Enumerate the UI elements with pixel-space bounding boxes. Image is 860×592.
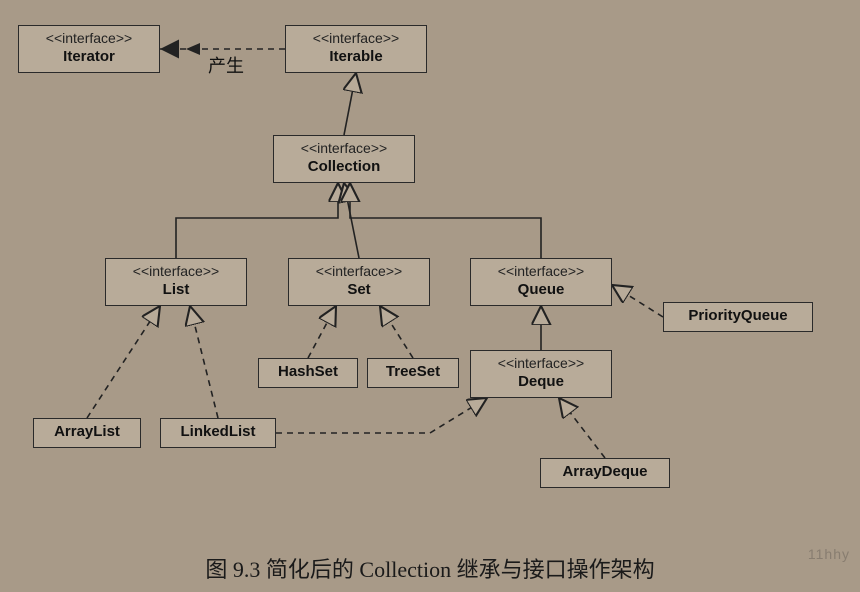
stereotype: <<interface>> — [299, 263, 419, 281]
edge-LinkedList-List — [190, 306, 218, 418]
node-label: Deque — [481, 373, 601, 392]
node-label: Iterator — [29, 48, 149, 67]
node-label: Set — [299, 281, 419, 300]
node-label: ArrayList — [44, 423, 130, 442]
node-label: Iterable — [296, 48, 416, 67]
edge-List-Collection — [176, 183, 338, 258]
edge-PriorityQueue-Queue — [612, 285, 663, 317]
edge-Set-Collection — [344, 183, 359, 258]
figure-caption: 图 9.3 简化后的 Collection 继承与接口操作架构 — [0, 552, 860, 584]
stereotype: <<interface>> — [29, 30, 149, 48]
watermark: 11hhy — [808, 546, 850, 562]
node-arraylist: ArrayList — [33, 418, 141, 448]
node-arraydeque: ArrayDeque — [540, 458, 670, 488]
edge-Queue-Collection — [350, 183, 541, 258]
node-treeset: TreeSet — [367, 358, 459, 388]
node-list: <<interface>>List — [105, 258, 247, 306]
node-deque: <<interface>>Deque — [470, 350, 612, 398]
node-label: LinkedList — [171, 423, 265, 442]
direction-indicator — [186, 43, 200, 55]
node-label: PriorityQueue — [674, 307, 802, 326]
edge-LinkedList-Deque — [276, 398, 487, 433]
edge-Collection-Iterable — [344, 73, 356, 135]
node-iterable: <<interface>>Iterable — [285, 25, 427, 73]
node-label: Queue — [481, 281, 601, 300]
stereotype: <<interface>> — [116, 263, 236, 281]
edge-TreeSet-Set — [380, 306, 413, 358]
stereotype: <<interface>> — [296, 30, 416, 48]
collection-uml-diagram: 产生 图 9.3 简化后的 Collection 继承与接口操作架构 11hhy… — [0, 0, 860, 592]
node-label: HashSet — [269, 363, 347, 382]
node-queue: <<interface>>Queue — [470, 258, 612, 306]
node-label: TreeSet — [378, 363, 448, 382]
edge-ArrayDeque-Deque — [559, 398, 605, 458]
node-collection: <<interface>>Collection — [273, 135, 415, 183]
node-set: <<interface>>Set — [288, 258, 430, 306]
edge-ArrayList-List — [87, 306, 160, 418]
edge-label-produce: 产生 — [208, 52, 244, 78]
node-iterator: <<interface>>Iterator — [18, 25, 160, 73]
node-linkedlist: LinkedList — [160, 418, 276, 448]
stereotype: <<interface>> — [481, 263, 601, 281]
node-label: Collection — [284, 158, 404, 177]
node-label: ArrayDeque — [551, 463, 659, 482]
node-hashset: HashSet — [258, 358, 358, 388]
node-priorityqueue: PriorityQueue — [663, 302, 813, 332]
node-label: List — [116, 281, 236, 300]
stereotype: <<interface>> — [284, 140, 404, 158]
stereotype: <<interface>> — [481, 355, 601, 373]
edge-HashSet-Set — [308, 306, 336, 358]
